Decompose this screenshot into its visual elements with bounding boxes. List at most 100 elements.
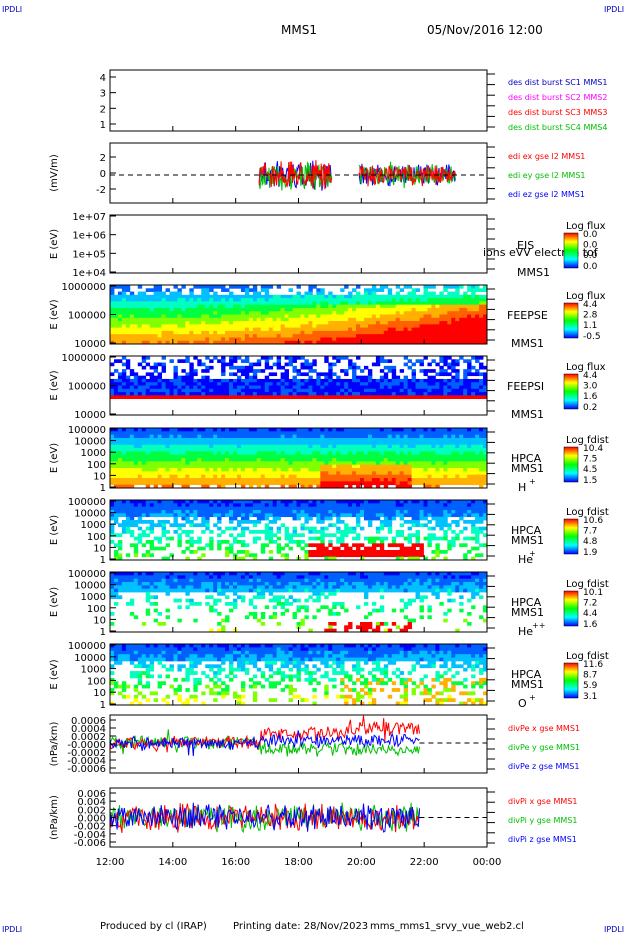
spectrogram-cell xyxy=(272,540,278,544)
spectrogram-cell xyxy=(395,454,401,459)
spectrogram-cell xyxy=(419,481,424,486)
spectrogram-cell xyxy=(371,438,377,442)
spectrogram-cell xyxy=(256,481,262,486)
spectrogram-cell xyxy=(316,520,321,524)
spectrogram-cell xyxy=(137,285,143,289)
spectrogram-cell xyxy=(153,478,159,482)
spectrogram-cell xyxy=(177,382,182,386)
spectrogram-cell xyxy=(403,298,409,302)
spectrogram-cell xyxy=(201,471,206,476)
spectrogram-cell xyxy=(379,458,385,462)
instrument-label: FEEPSE xyxy=(507,309,548,322)
spectrogram-cell xyxy=(225,438,230,442)
spectrogram-cell xyxy=(443,378,448,383)
spectrogram-cell xyxy=(173,444,178,449)
spectrogram-cell xyxy=(308,481,313,486)
spectrogram-cell xyxy=(304,478,309,482)
spectrogram-cell xyxy=(169,474,174,479)
spectrogram-cell xyxy=(173,372,178,377)
spectrogram-cell xyxy=(165,304,170,309)
spectrogram-cell xyxy=(391,451,397,456)
spectrogram-cell xyxy=(110,438,115,442)
spectrogram-cell xyxy=(447,330,452,335)
spectrogram-cell xyxy=(399,311,405,315)
spectrogram-cell xyxy=(141,304,147,309)
spectrogram-cell xyxy=(133,304,139,309)
spectrogram-cell xyxy=(284,481,289,486)
spectrogram-cell xyxy=(419,330,424,335)
spectrogram-cell xyxy=(244,553,250,558)
spectrogram-cell xyxy=(451,369,456,373)
spectrogram-cell xyxy=(312,454,317,459)
spectrogram-cell xyxy=(328,369,333,373)
spectrogram-cell xyxy=(193,301,198,306)
spectrogram-cell xyxy=(367,337,373,342)
spectrogram-cell xyxy=(244,288,250,292)
spectrogram-cell xyxy=(185,474,190,479)
spectrogram-cell xyxy=(185,451,190,456)
spectrogram-cell xyxy=(240,506,246,511)
spectrogram-cell xyxy=(336,513,341,518)
spectrogram-cell xyxy=(375,311,381,315)
spectrogram-cell xyxy=(117,506,123,511)
spectrogram-cell xyxy=(229,468,234,472)
spectrogram-cell xyxy=(423,321,428,325)
spectrogram-cell xyxy=(312,431,317,436)
spectrogram-cell xyxy=(296,388,301,393)
spectrogram-cell xyxy=(185,385,190,390)
spectrogram-cell xyxy=(248,314,254,319)
spectrogram-cell xyxy=(268,298,274,302)
spectrogram-cell xyxy=(340,536,345,541)
spectrogram-cell xyxy=(403,330,409,335)
spectrogram-cell xyxy=(419,458,424,462)
spectrogram-cell xyxy=(356,478,361,482)
spectrogram-cell xyxy=(137,340,143,345)
spectrogram-cell xyxy=(173,471,178,476)
spectrogram-cell xyxy=(248,454,254,459)
spectrogram-cell xyxy=(264,468,270,472)
spectrogram-cell xyxy=(344,458,349,462)
spectrogram-cell xyxy=(375,441,381,446)
spectrogram-cell xyxy=(296,434,301,439)
spectrogram-cell xyxy=(221,506,226,511)
spectrogram-cell xyxy=(288,317,293,322)
spectrogram-cell xyxy=(479,327,484,332)
spectrogram-cell xyxy=(149,327,155,332)
spectrogram-cell xyxy=(197,382,202,386)
spectrogram-cell xyxy=(419,451,424,456)
spectrogram-cell xyxy=(233,388,238,393)
spectrogram-cell xyxy=(439,444,444,449)
spectrogram-cell xyxy=(169,444,174,449)
spectrogram-cell xyxy=(149,454,155,459)
spectrogram-cell xyxy=(233,468,238,472)
spectrogram-cell xyxy=(356,385,361,390)
spectrogram-cell xyxy=(276,461,282,466)
spectrogram-cell xyxy=(181,324,186,329)
spectrogram-cell xyxy=(145,307,151,312)
spectrogram-cell xyxy=(391,428,397,432)
spectrogram-cell xyxy=(240,392,246,396)
spectrogram-cell xyxy=(483,474,488,479)
spectrogram-cell xyxy=(145,448,151,452)
spectrogram-cell xyxy=(145,441,151,446)
spectrogram-cell xyxy=(407,337,412,342)
spectrogram-cell xyxy=(415,395,420,400)
spectrogram-cell xyxy=(201,340,206,345)
spectrogram-cell xyxy=(217,500,222,504)
spectrogram-cell xyxy=(332,474,337,479)
spectrogram-cell xyxy=(280,481,286,486)
spectrogram-cell xyxy=(467,392,472,396)
spectrogram-cell xyxy=(356,461,361,466)
spectrogram-cell xyxy=(344,285,349,289)
spectrogram-cell xyxy=(169,500,174,504)
spectrogram-cell xyxy=(157,311,162,315)
spectrogram-cell xyxy=(121,431,127,436)
spectrogram-cell xyxy=(117,340,123,345)
spectrogram-cell xyxy=(463,375,468,380)
spectrogram-cell xyxy=(304,388,309,393)
spectrogram-cell xyxy=(201,484,206,489)
spectrogram-cell xyxy=(201,438,206,442)
spectrogram-cell xyxy=(169,392,174,396)
spectrogram-cell xyxy=(332,506,337,511)
spectrogram-cell xyxy=(344,314,349,319)
